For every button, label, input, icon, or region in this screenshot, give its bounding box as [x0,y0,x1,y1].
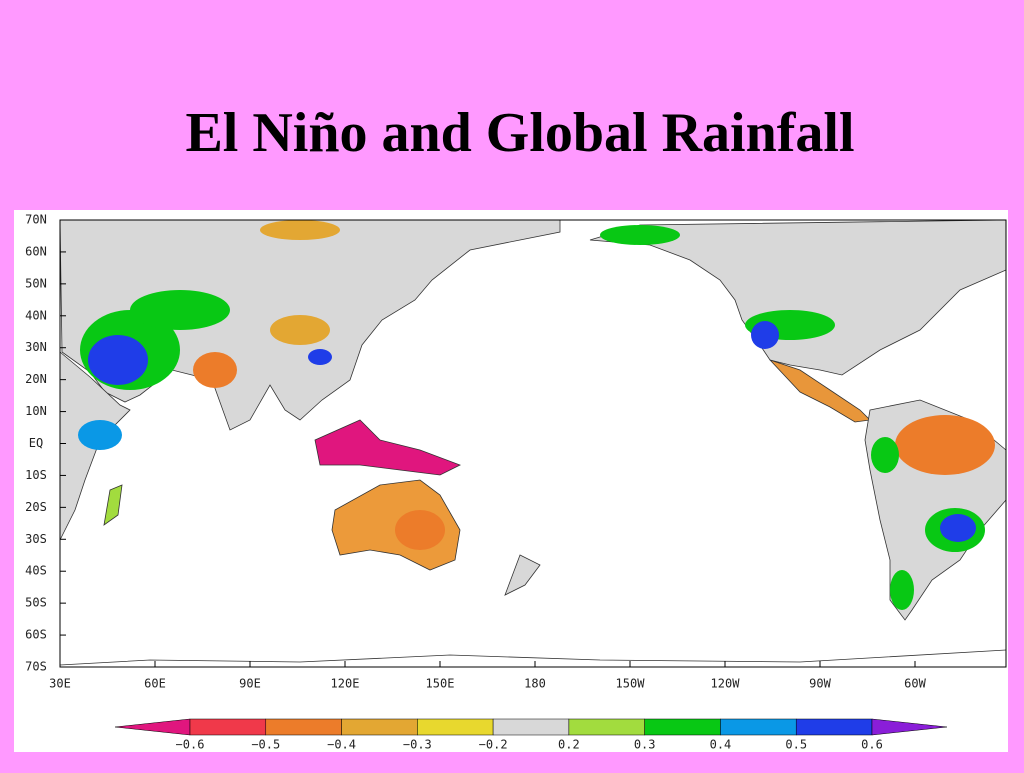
anomaly [871,437,899,473]
colorbar-label: −0.4 [327,738,356,752]
rainfall-anomalies [78,220,995,610]
slide-title: El Niño and Global Rainfall [185,102,854,164]
lat-label: 50S [25,596,47,610]
colorbar-label: −0.3 [403,738,432,752]
colorbar-label: 0.4 [710,738,732,752]
anomaly [88,335,148,385]
colorbar-segment [568,718,645,736]
lon-label: 60E [144,677,166,691]
anomaly [890,570,914,610]
lat-label: 30N [25,340,47,354]
land-indonesia [314,419,461,476]
anomaly [260,220,340,240]
anomaly [751,321,779,349]
anomaly [395,510,445,550]
lon-label: 120E [331,677,360,691]
land-madagascar [103,484,123,526]
colorbar-end [871,718,948,736]
lat-label: 20N [25,372,47,386]
lat-label: 50N [25,276,47,290]
lat-label: 10S [25,468,47,482]
lon-label: 30E [49,677,71,691]
lat-label: 70N [25,213,47,227]
lat-label: 60S [25,628,47,642]
lon-label: 150W [616,677,646,691]
colorbar-segment [492,718,570,736]
colorbar-label: −0.6 [176,738,205,752]
land-new-zealand [504,554,541,596]
anomaly [308,349,332,365]
lon-label: 90E [239,677,261,691]
colorbar-segment [644,718,721,736]
land-antarctica [59,649,1007,666]
lat-label: 10N [25,404,47,418]
colorbar-label: 0.5 [785,738,807,752]
anomaly [78,420,122,450]
lat-label: 40S [25,564,47,578]
colorbar-segment [341,718,418,736]
colorbar-label: −0.2 [479,738,508,752]
colorbar-segment [189,718,267,736]
colorbar-label: 0.3 [634,738,656,752]
lat-label: EQ [29,436,43,450]
colorbar-segment [265,718,342,736]
lat-label: 60N [25,244,47,258]
lon-label: 90W [809,677,831,691]
lon-label: 120W [711,677,741,691]
colorbar-segment [795,718,873,736]
lat-label: 30S [25,532,47,546]
anomaly [940,514,976,542]
anomaly [270,315,330,345]
lon-label: 150E [426,677,455,691]
lat-label: 20S [25,500,47,514]
anomaly [130,290,230,330]
lat-label: 70S [25,660,47,674]
anomaly [193,352,237,388]
colorbar-label: 0.6 [861,738,883,752]
colorbar-segment [720,718,797,736]
anomaly [600,225,680,245]
anomaly [895,415,995,475]
lon-label: 60W [904,677,926,691]
colorbar-label: 0.2 [558,738,580,752]
colorbar-label: −0.5 [251,738,280,752]
lat-label: 40N [25,308,47,322]
colorbar-segment [417,718,494,736]
lon-label: 180 [524,677,546,691]
